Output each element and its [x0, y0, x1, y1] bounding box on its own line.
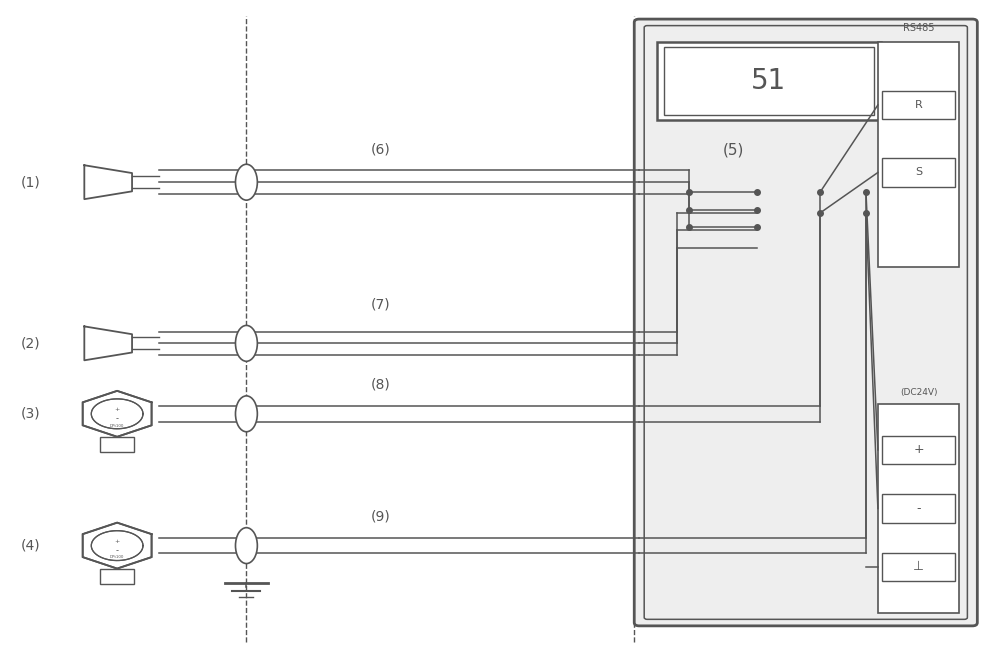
Text: +: + [913, 443, 924, 457]
Text: (6): (6) [371, 143, 391, 157]
Bar [882, 158, 955, 187]
Ellipse shape [235, 164, 257, 200]
Polygon shape [84, 165, 132, 199]
Bar [882, 436, 955, 465]
Text: RS485: RS485 [903, 22, 934, 32]
Text: S: S [915, 168, 922, 178]
Text: -: - [916, 502, 921, 515]
Polygon shape [83, 391, 152, 437]
Text: (2): (2) [21, 336, 40, 350]
Text: DPt100: DPt100 [110, 555, 124, 559]
Text: (1): (1) [21, 175, 40, 190]
Text: +: + [115, 407, 120, 413]
Polygon shape [91, 399, 143, 429]
Text: (4): (4) [21, 539, 40, 553]
Text: R: R [915, 100, 923, 110]
Text: (7): (7) [371, 297, 390, 311]
Text: 51: 51 [751, 67, 787, 95]
Bar [882, 494, 955, 522]
Bar [100, 437, 134, 453]
Ellipse shape [235, 326, 257, 361]
Text: +: + [115, 539, 120, 544]
Text: (3): (3) [21, 407, 40, 421]
Bar [664, 47, 874, 115]
Bar [878, 404, 959, 613]
Text: ⊥: ⊥ [913, 561, 924, 573]
Polygon shape [84, 326, 132, 361]
Text: -: - [116, 414, 119, 423]
Polygon shape [83, 522, 152, 569]
Text: (9): (9) [371, 510, 391, 524]
FancyBboxPatch shape [634, 19, 977, 626]
Text: (DC24V): (DC24V) [900, 388, 937, 397]
Text: (5): (5) [723, 142, 744, 157]
Bar [882, 91, 955, 119]
Bar [882, 553, 955, 581]
Polygon shape [91, 531, 143, 561]
Text: -: - [116, 545, 119, 555]
Ellipse shape [235, 396, 257, 432]
Text: DPt100: DPt100 [110, 424, 124, 428]
Bar [657, 42, 881, 120]
Text: (8): (8) [371, 378, 391, 392]
Bar [878, 42, 959, 267]
Ellipse shape [235, 528, 257, 563]
Bar [100, 569, 134, 584]
